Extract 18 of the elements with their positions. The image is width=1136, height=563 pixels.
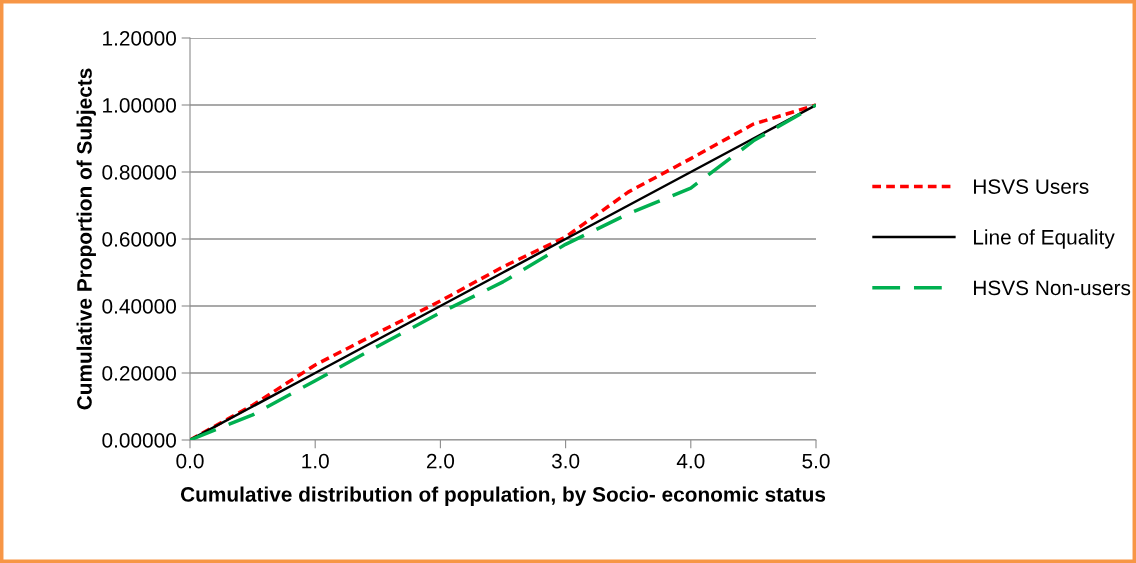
y-tick-label: 0.20000 [102,366,176,381]
y-tick-label: 0.80000 [102,165,176,180]
y-tick-label: 1.00000 [103,98,176,113]
y-axis-title: Cumulative Proportion of Subjects [76,68,96,410]
y-tick-label: 0.60000 [102,232,176,247]
legend-label: HSVS Users [974,179,1089,194]
x-tick-label: 5.0 [802,453,830,469]
legend-label: Line of Equality [974,229,1115,249]
x-tick-label: 2.0 [426,453,455,469]
y-tick-label: 0.40000 [102,299,176,314]
x-tick-label: 0.0 [176,453,204,469]
legend-label: HSVS Non-users [974,280,1131,296]
x-tick-label: 3.0 [551,453,580,469]
y-tick-label: 1.20000 [103,31,176,46]
x-axis-title: Cumulative distribution of population, by Socio- economic status [180,486,826,506]
y-tick-label: 0.00000 [102,433,176,448]
x-tick-label: 1.0 [302,453,329,469]
x-tick-label: 4.0 [676,453,705,469]
